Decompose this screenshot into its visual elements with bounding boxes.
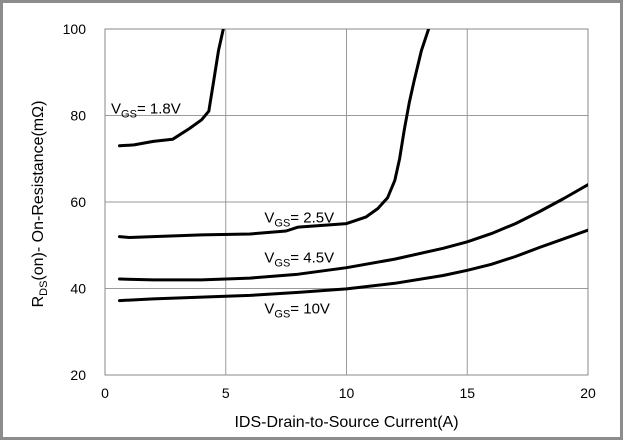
y-axis-title-sub: DS: [38, 281, 50, 296]
series-label: VGS= 1.8V: [111, 100, 181, 120]
y-tick-label: 40: [70, 281, 86, 297]
plot-area-border: [104, 28, 589, 376]
x-tick-label: 15: [459, 385, 475, 401]
series-label-sub: GS: [274, 217, 290, 229]
series-label-sub: GS: [274, 309, 290, 321]
series-label: VGS= 4.5V: [264, 250, 334, 270]
y-tick-label: 20: [70, 367, 86, 383]
y-tick-label: 80: [70, 108, 86, 124]
x-tick-label: 10: [339, 385, 355, 401]
series-label-sub: GS: [274, 258, 290, 270]
y-tick-label: 100: [63, 21, 87, 37]
series-label-suffix: = 4.5V: [290, 250, 334, 267]
series-layer: [118, 29, 588, 303]
series-label-suffix: = 1.8V: [137, 100, 181, 117]
series-line: [118, 29, 431, 239]
series-label-sub: GS: [121, 108, 137, 120]
y-axis-title-rest: (on)- On-Resistance(mΩ): [30, 101, 47, 281]
series-line: [118, 29, 225, 148]
y-axis-title: RDS(on)- On-Resistance(mΩ): [30, 101, 50, 308]
series-label-suffix: = 2.5V: [290, 209, 334, 226]
x-tick-label: 20: [580, 385, 596, 401]
grid-layer: [104, 28, 589, 376]
series-label-prefix: V: [264, 301, 274, 318]
x-tick-label: 0: [101, 385, 109, 401]
series-label: VGS= 2.5V: [264, 209, 334, 229]
series-label: VGS= 10V: [264, 301, 330, 321]
x-axis-title: IDS-Drain-to-Source Current(A): [234, 414, 458, 431]
y-tick-label: 60: [70, 194, 86, 210]
series-label-prefix: V: [111, 100, 121, 117]
series-label-suffix: = 10V: [290, 301, 330, 318]
series-line: [118, 228, 588, 303]
series-label-prefix: V: [264, 250, 274, 267]
tick-layer: 0 5 10 15 20 20 40 60 80 100: [63, 21, 596, 401]
series-label-prefix: V: [264, 209, 274, 226]
y-axis-title-main: R: [30, 296, 47, 308]
x-tick-label: 5: [222, 385, 230, 401]
series-line: [118, 183, 588, 282]
